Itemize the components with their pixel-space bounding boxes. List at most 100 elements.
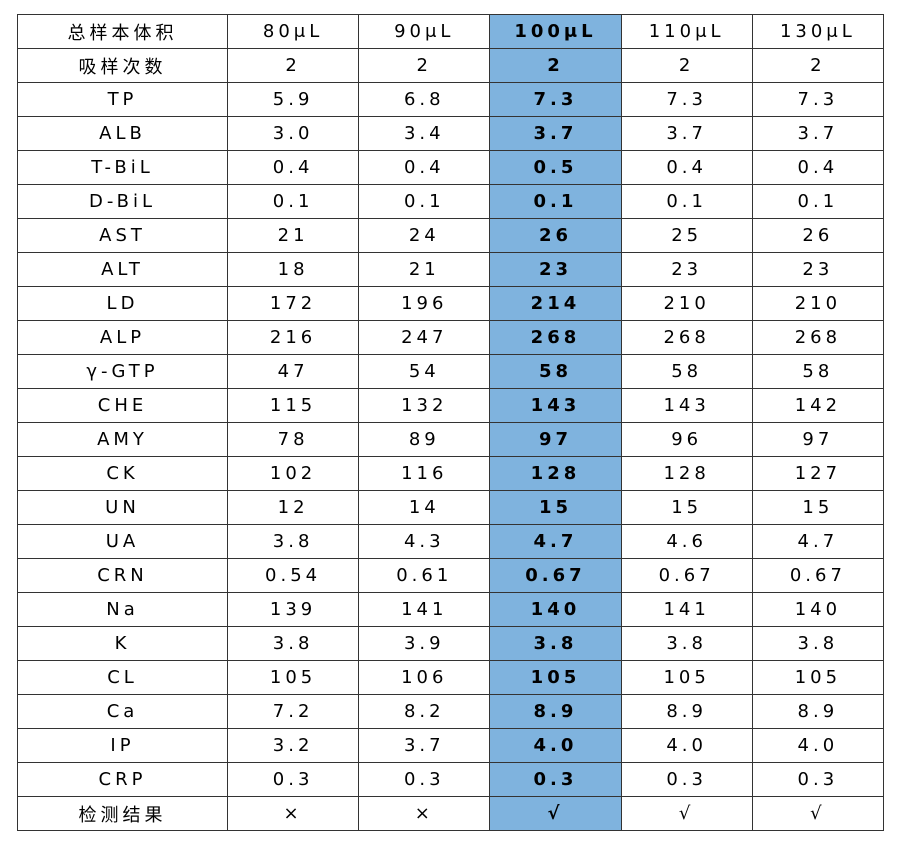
row-label: TP [17,82,228,117]
cell: √ [489,796,622,831]
cell: 0.1 [226,184,360,219]
row-label: 吸样次数 [17,48,228,83]
cell: 0.4 [226,150,360,185]
cell: 105 [489,660,622,695]
cell: 116 [358,456,491,491]
cell: 4.0 [620,728,753,763]
cell: 110μL [620,14,753,49]
cell: 3.2 [226,728,360,763]
cell: 47 [226,354,360,389]
cell: 268 [489,320,622,355]
cell: 128 [620,456,753,491]
table-row: AST 21 24 26 25 26 [17,218,885,253]
row-label: CHE [17,388,228,423]
row-label: CK [17,456,228,491]
cell: 0.67 [489,558,622,593]
cell: 172 [226,286,360,321]
cell: 3.8 [226,626,360,661]
cell: 0.67 [751,558,885,593]
row-label: Na [17,592,228,627]
cell: 89 [358,422,491,457]
cell: 54 [358,354,491,389]
cell: 3.4 [358,116,491,151]
cell: 0.54 [226,558,360,593]
cell: 128 [489,456,622,491]
row-label: CL [17,660,228,695]
cell: 3.8 [489,626,622,661]
cell: 4.7 [489,524,622,559]
cell: 132 [358,388,491,423]
cell: 268 [620,320,753,355]
cell: × [358,796,491,831]
row-label: UA [17,524,228,559]
table-row: Ca 7.2 8.2 8.9 8.9 8.9 [17,694,885,729]
cell: 3.7 [751,116,885,151]
cell: 4.7 [751,524,885,559]
row-label: D-BiL [17,184,228,219]
cell: 0.3 [489,762,622,797]
cell: 130μL [751,14,885,49]
row-label: AMY [17,422,228,457]
cell: 3.7 [620,116,753,151]
cell: 214 [489,286,622,321]
cell: 58 [751,354,885,389]
cell: 115 [226,388,360,423]
table-row: CRP 0.3 0.3 0.3 0.3 0.3 [17,762,885,797]
cell: 3.8 [620,626,753,661]
table-row: CHE 115 132 143 143 142 [17,388,885,423]
table-row: CK 102 116 128 128 127 [17,456,885,491]
cell: 139 [226,592,360,627]
cell: 80μL [226,14,360,49]
cell: 21 [358,252,491,287]
cell: 7.2 [226,694,360,729]
row-label: 总样本体积 [17,14,228,49]
cell: 100μL [489,14,622,49]
table-row: IP 3.2 3.7 4.0 4.0 4.0 [17,728,885,763]
cell: 105 [620,660,753,695]
cell: 2 [226,48,360,83]
cell: 15 [489,490,622,525]
cell: 4.6 [620,524,753,559]
table-row: D-BiL 0.1 0.1 0.1 0.1 0.1 [17,184,885,219]
cell: 3.7 [489,116,622,151]
table-row: ALP 216 247 268 268 268 [17,320,885,355]
cell: 18 [226,252,360,287]
row-label: AST [17,218,228,253]
cell: 7.3 [620,82,753,117]
row-label: LD [17,286,228,321]
cell: 0.3 [620,762,753,797]
cell: × [226,796,360,831]
cell: 0.1 [751,184,885,219]
row-label: 检测结果 [17,796,228,831]
row-label: CRN [17,558,228,593]
cell: 97 [489,422,622,457]
cell: 2 [751,48,885,83]
row-label: T-BiL [17,150,228,185]
cell: 26 [751,218,885,253]
cell: 97 [751,422,885,457]
table-row: ALT 18 21 23 23 23 [17,252,885,287]
cell: 6.8 [358,82,491,117]
cell: 0.3 [358,762,491,797]
table-row: UA 3.8 4.3 4.7 4.6 4.7 [17,524,885,559]
cell: 2 [358,48,491,83]
table-row: TP 5.9 6.8 7.3 7.3 7.3 [17,82,885,117]
cell: 0.4 [751,150,885,185]
table-row: 检测结果 × × √ √ √ [17,796,885,831]
row-label: IP [17,728,228,763]
cell: 4.0 [489,728,622,763]
cell: 58 [489,354,622,389]
cell: 5.9 [226,82,360,117]
cell: 143 [620,388,753,423]
cell: 0.67 [620,558,753,593]
cell: 21 [226,218,360,253]
table-row: Na 139 141 140 141 140 [17,592,885,627]
row-label: ALT [17,252,228,287]
cell: 2 [620,48,753,83]
cell: 3.8 [751,626,885,661]
cell: 216 [226,320,360,355]
cell: 210 [620,286,753,321]
cell: 3.9 [358,626,491,661]
cell: 4.3 [358,524,491,559]
